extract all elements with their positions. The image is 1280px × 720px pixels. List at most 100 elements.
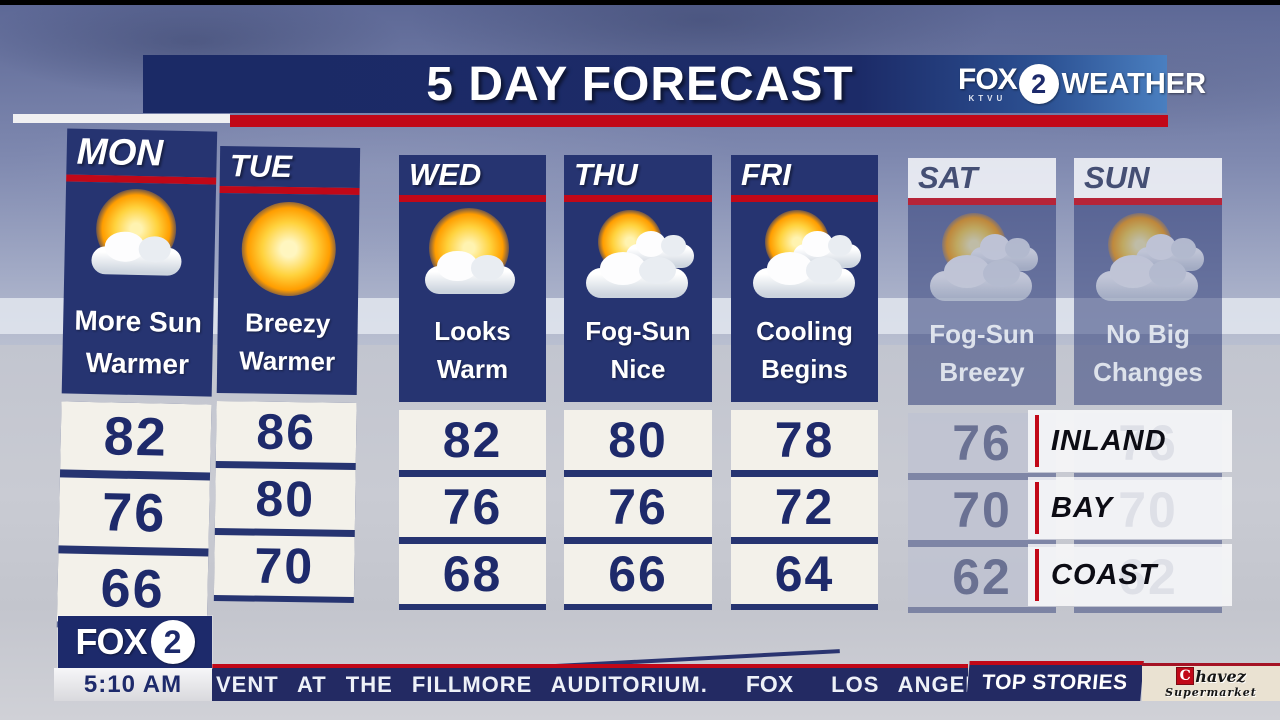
temp-bay: 76: [58, 477, 210, 549]
forecast-column-mon: MON More Sun Warmer 82 76 66: [56, 128, 218, 631]
fox-text: FOX: [958, 62, 1018, 96]
ad-name-rest: havez: [1195, 666, 1246, 686]
temperature-panel: 78 72 64: [731, 410, 878, 610]
fog-sun-icon: [922, 211, 1042, 315]
conditions-text: Cooling Begins: [756, 312, 853, 388]
day-divider: [399, 195, 546, 202]
day-divider: [731, 195, 878, 202]
day-divider: [1074, 198, 1222, 205]
day-body: Fog-Sun Nice: [564, 202, 712, 402]
day-label: WED: [399, 155, 546, 195]
conditions-line2: Warmer: [85, 346, 190, 381]
day-label: SAT: [908, 158, 1056, 198]
letterbox-bar: [0, 0, 1280, 5]
conditions-line2: Nice: [610, 354, 666, 384]
top-stories-badge: TOP STORIES: [966, 661, 1144, 701]
temperature-panel: 82 76 66: [56, 401, 212, 631]
day-label: MON: [66, 128, 218, 178]
zone-red-tick: [1035, 482, 1039, 534]
accent-stripe-red: [230, 115, 1168, 127]
temp-inland: 82: [399, 410, 546, 470]
fox2-logo: FOX 2: [58, 616, 212, 668]
zone-label-text: COAST: [1051, 558, 1158, 591]
ad-name-line: C havez: [1176, 667, 1246, 685]
conditions-line2: Warmer: [239, 345, 336, 377]
zone-label-coast: COAST: [1028, 544, 1232, 606]
temp-inland: 78: [731, 410, 878, 470]
day-body: Looks Warm: [399, 202, 546, 402]
zone-red-tick: [1035, 549, 1039, 601]
conditions-line2: Begins: [761, 354, 848, 384]
temp-coast: 66: [56, 553, 209, 625]
ad-initial-c: C: [1176, 667, 1195, 685]
header-bar: [143, 55, 1167, 113]
ticker-text-left: VENT AT THE FILLMORE AUDITORIUM.: [216, 671, 708, 697]
news-ticker: VENT AT THE FILLMORE AUDITORIUM. FOX LOS…: [212, 664, 968, 701]
channel-2-icon: 2: [150, 620, 195, 664]
zone-label-text: BAY: [1051, 491, 1114, 524]
forecast-column-wed: WED Looks Warm 82 76 68: [399, 155, 546, 610]
time-display: 5:10 AM: [54, 668, 212, 701]
ticker-text-right: LOS ANGELES PROSEC: [831, 671, 968, 697]
fog-sun-icon: [578, 208, 698, 312]
temperature-panel: 82 76 68: [399, 410, 546, 610]
temp-bay: 72: [731, 477, 878, 537]
temp-inland: 80: [564, 410, 712, 470]
conditions-line2: Changes: [1093, 357, 1203, 387]
fox2-weather-logo: FOX KTVU 2 WEATHER: [958, 64, 1206, 104]
temp-bay: 76: [399, 477, 546, 537]
temp-bay: 76: [564, 477, 712, 537]
conditions-line1: More Sun: [74, 304, 203, 339]
temp-coast: 70: [213, 535, 355, 597]
day-body: Fog-Sun Breezy: [908, 205, 1056, 405]
page-title: 5 DAY FORECAST: [426, 58, 854, 111]
channel-2-number: 2: [163, 623, 182, 660]
day-body: More Sun Warmer: [61, 181, 217, 397]
fox-wordmark: FOX: [75, 621, 147, 662]
forecast-column-fri: FRI Cooling Begins 78 72 64: [731, 155, 878, 610]
zone-label-text: INLAND: [1051, 424, 1167, 457]
ktvu-text: KTVU: [968, 93, 1007, 103]
temp-coast: 62: [908, 547, 1056, 607]
ad-subtitle: Supermarket: [1165, 686, 1257, 699]
fox-wordmark: FOX KTVU: [958, 62, 1018, 103]
conditions-line1: No Big: [1106, 319, 1190, 349]
day-label: FRI: [731, 155, 878, 195]
temp-coast: 64: [731, 544, 878, 604]
sun-icon: [228, 199, 349, 305]
clock-time: 5:10 AM: [83, 670, 183, 698]
sun-cloud-icon: [79, 188, 201, 302]
temperature-panel: 80 76 66: [564, 410, 712, 610]
day-divider: [908, 198, 1056, 205]
day-body: Cooling Begins: [731, 202, 878, 402]
weather-wordmark: WEATHER: [1061, 67, 1207, 100]
conditions-line2: Warm: [436, 354, 509, 384]
temp-inland: 86: [215, 401, 357, 463]
conditions-line1: Fog-Sun: [929, 319, 1035, 349]
conditions-text: Looks Warm: [434, 312, 511, 388]
temp-coast: 66: [564, 544, 712, 604]
conditions-text: No Big Changes: [1093, 315, 1203, 391]
zone-label-bay: BAY: [1028, 477, 1232, 539]
zone-red-tick: [1035, 415, 1039, 467]
fog-sun-icon: [1088, 211, 1208, 315]
conditions-text: Fog-Sun Nice: [585, 312, 690, 388]
conditions-line1: Breezy: [244, 307, 331, 339]
conditions-text: More Sun Warmer: [73, 300, 202, 387]
day-body: No Big Changes: [1074, 205, 1222, 405]
day-label: SUN: [1074, 158, 1222, 198]
temp-coast: 68: [399, 544, 546, 604]
fox-logo-ticker: FOX: [745, 671, 794, 697]
fog-sun-icon: [745, 208, 865, 312]
chavez-supermarket-ad: C havez Supermarket: [1142, 663, 1280, 701]
conditions-text: Breezy Warmer: [239, 303, 336, 380]
day-divider: [564, 195, 712, 202]
day-body: Breezy Warmer: [216, 193, 360, 395]
conditions-line1: Looks: [434, 316, 511, 346]
sun-cloud-icon: [413, 208, 533, 312]
channel-2-icon: 2: [1018, 64, 1059, 104]
conditions-line1: Fog-Sun: [585, 316, 691, 346]
accent-stripe-white: [13, 114, 230, 123]
top-stories-label: TOP STORIES: [981, 671, 1129, 694]
day-label: TUE: [219, 146, 361, 188]
